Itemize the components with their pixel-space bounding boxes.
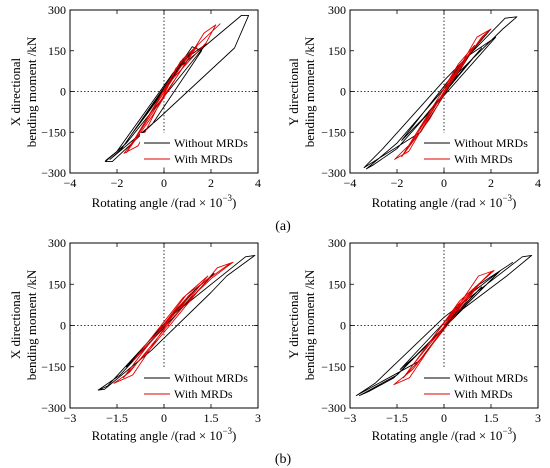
y-tick-label: 150 (328, 277, 346, 291)
x-tick-label: 0 (161, 411, 167, 425)
y-tick-label: 300 (48, 3, 66, 17)
x-tick-label: −4 (64, 176, 77, 190)
legend-box (140, 368, 252, 402)
legend-label: With MRDs (454, 152, 513, 166)
plot-area: −4 −2 0 2 4 −300 −150 0 150 300 Without MRDs With M… (41, 3, 261, 190)
y-tick-label: 150 (48, 44, 66, 58)
x-tick-label: 4 (535, 176, 541, 190)
y-axis-label-line2: bending moment /kN (302, 269, 317, 380)
series-line-without-mrds (104, 14, 250, 163)
x-tick-label: 1.5 (484, 411, 499, 425)
y-tick-label: −300 (41, 401, 66, 415)
x-tick-label: −2 (391, 176, 404, 190)
y-tick-label: −150 (41, 360, 66, 374)
x-axis-label-close: ) (232, 195, 236, 210)
panel-label-a: (a) (275, 219, 291, 234)
y-axis-label-line2: bending moment /kN (24, 269, 39, 380)
y-axis-label-line1: X directional (8, 58, 23, 127)
x-axis-label-close: ) (232, 428, 236, 443)
x-axis-label-main: Rotating angle /(rad × 10 (92, 428, 223, 443)
x-tick-label: 0 (161, 176, 167, 190)
y-tick-label: −300 (321, 401, 346, 415)
x-tick-label: −1.5 (106, 411, 128, 425)
chart-a-x: −4 −2 0 2 4 −300 −150 0 150 300 Without MRDs With M… (8, 3, 261, 210)
x-axis-label-main: Rotating angle /(rad × 10 (92, 195, 223, 210)
x-tick-label: 3 (255, 411, 261, 425)
legend-label: Without MRDs (174, 136, 248, 150)
x-axis-label-exponent: −3 (222, 426, 232, 436)
legend: Without MRDs With MRDs (420, 368, 532, 402)
x-tick-label: 0 (441, 176, 447, 190)
series-line-with-mrds (393, 270, 495, 386)
series-line-with-mrds (394, 28, 492, 160)
x-axis-label-exponent: −3 (502, 426, 512, 436)
y-tick-label: −300 (321, 166, 346, 180)
y-tick-label: −150 (321, 360, 346, 374)
y-tick-label: −300 (41, 166, 66, 180)
x-axis-label-main: Rotating angle /(rad × 10 (372, 195, 503, 210)
x-tick-label: 1.5 (204, 411, 219, 425)
y-axis-label-line2: bending moment /kN (24, 36, 39, 147)
legend-label: Without MRDs (454, 136, 528, 150)
x-tick-label: −3 (344, 411, 357, 425)
x-tick-label: −3 (64, 411, 77, 425)
x-tick-label: 4 (255, 176, 261, 190)
legend-box (140, 133, 252, 167)
x-tick-label: −2 (111, 176, 124, 190)
legend: Without MRDs With MRDs (140, 133, 252, 167)
legend-label: With MRDs (174, 387, 233, 401)
x-axis-label-close: ) (512, 428, 516, 443)
legend-label: With MRDs (454, 387, 513, 401)
y-tick-label: 0 (340, 319, 346, 333)
legend-label: With MRDs (174, 152, 233, 166)
y-axis-label-line1: Y directional (286, 291, 301, 359)
series-line-without-mrds (355, 254, 533, 397)
series-line-with-mrds (113, 261, 234, 384)
legend: Without MRDs With MRDs (420, 133, 532, 167)
x-tick-label: −4 (344, 176, 357, 190)
y-tick-label: −150 (321, 125, 346, 139)
y-tick-label: 0 (60, 319, 66, 333)
legend-box (420, 133, 532, 167)
x-axis-label-exponent: −3 (502, 193, 512, 203)
series-line-without-mrds (363, 16, 518, 170)
x-axis-label: Rotating angle /(rad × 10−3) (92, 426, 237, 443)
y-tick-label: 0 (60, 85, 66, 99)
series-line-with-mrds (123, 23, 221, 154)
legend: Without MRDs With MRDs (140, 368, 252, 402)
panel-label-b: (b) (275, 452, 292, 467)
y-tick-label: 0 (340, 85, 346, 99)
y-tick-label: 300 (328, 236, 346, 250)
y-axis-label-line1: Y directional (286, 58, 301, 126)
legend-box (420, 368, 532, 402)
y-tick-label: −150 (41, 125, 66, 139)
y-axis-label-line1: X directional (8, 291, 23, 360)
legend-label: Without MRDs (174, 371, 248, 385)
x-axis-label-close: ) (512, 195, 516, 210)
y-axis-label-line2: bending moment /kN (302, 36, 317, 147)
x-tick-label: 0 (441, 411, 447, 425)
x-axis-label: Rotating angle /(rad × 10−3) (92, 193, 237, 210)
x-tick-label: 2 (488, 176, 494, 190)
x-axis-label: Rotating angle /(rad × 10−3) (372, 426, 517, 443)
x-tick-label: 2 (208, 176, 214, 190)
x-axis-label-main: Rotating angle /(rad × 10 (372, 428, 503, 443)
x-tick-label: −1.5 (386, 411, 408, 425)
x-tick-label: 3 (535, 411, 541, 425)
y-tick-label: 300 (48, 236, 66, 250)
y-tick-label: 300 (328, 3, 346, 17)
x-axis-label: Rotating angle /(rad × 10−3) (372, 193, 517, 210)
y-tick-label: 150 (328, 44, 346, 58)
y-tick-label: 150 (48, 277, 66, 291)
plot-area: −4 −2 0 2 4 −300 −150 0 150 300 Without MRDs With M… (321, 3, 541, 190)
chart-a-y: −4 −2 0 2 4 −300 −150 0 150 300 Without MRDs With M… (286, 3, 541, 210)
x-axis-label-exponent: −3 (222, 193, 232, 203)
legend-label: Without MRDs (454, 371, 528, 385)
